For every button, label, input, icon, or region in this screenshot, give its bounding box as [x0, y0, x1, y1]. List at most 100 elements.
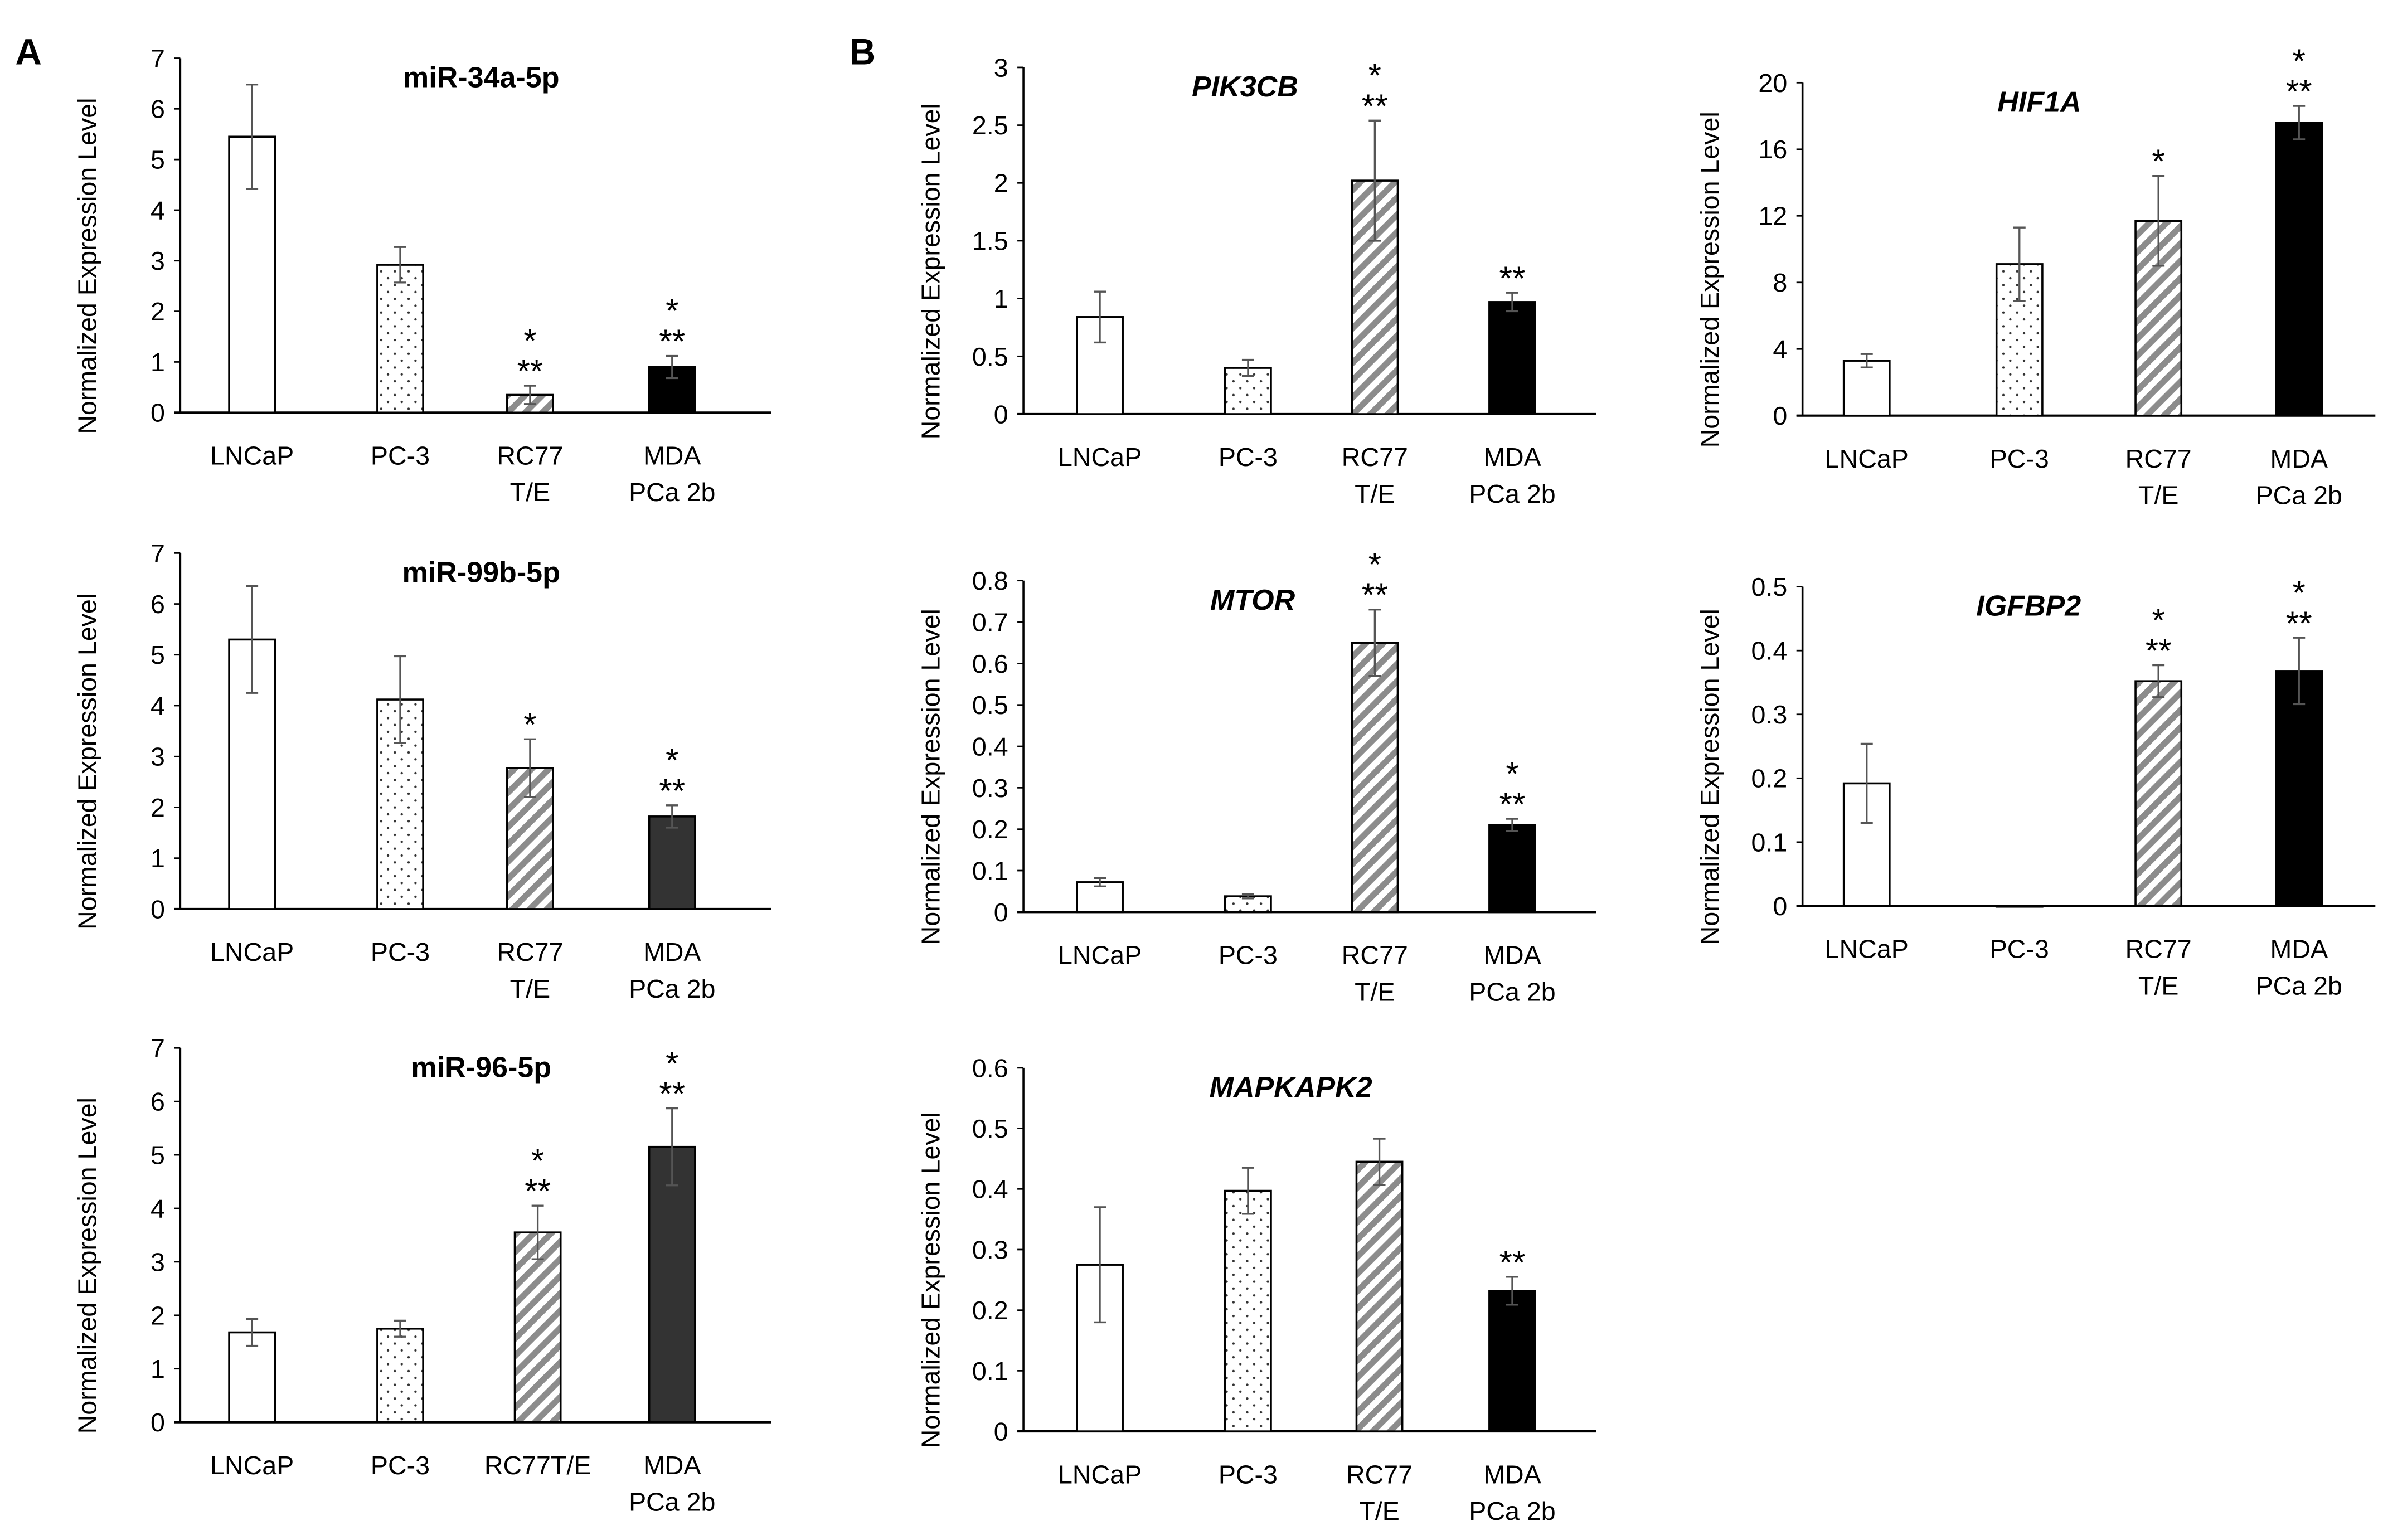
bar-pc-3 — [376, 1328, 424, 1424]
y-tick-label: 7 — [151, 1034, 165, 1063]
bar-mda-pca-2b — [648, 1145, 696, 1424]
significance-marker: * — [523, 706, 536, 744]
y-axis-label: Normalized Expression Level — [916, 1112, 945, 1448]
y-tick-label: 0.6 — [972, 1053, 1008, 1082]
y-tick-label: 4 — [1773, 335, 1787, 364]
chart-title: miR-96-5p — [411, 1051, 551, 1084]
bar-mda-pca-2b — [1488, 1290, 1536, 1432]
y-tick-label: 5 — [151, 640, 165, 669]
x-category-label: RC77 — [497, 937, 563, 966]
x-category-label: T/E — [1359, 1497, 1399, 1526]
x-category-label: RC77 — [497, 441, 563, 470]
bar-rc77-t-e — [1351, 642, 1399, 914]
x-category-label: PC-3 — [1990, 935, 2049, 964]
bar-rc77-t-e — [2134, 680, 2183, 907]
significance-marker: ** — [525, 1172, 551, 1210]
y-tick-label: 7 — [151, 44, 165, 73]
bar-rc77t-e — [513, 1231, 562, 1424]
y-axis-label: Normalized Expression Level — [73, 98, 102, 434]
bar-chart-pik3cb: PIK3CB Normalized Expression Level 0 0.5 1 1.… — [916, 53, 1596, 508]
y-tick-label: 20 — [1758, 69, 1787, 98]
bar-mda-pca-2b — [1488, 824, 1536, 914]
x-category-label: LNCaP — [1058, 941, 1142, 970]
y-tick-label: 0.3 — [1751, 700, 1788, 729]
panel-label-a: A — [15, 31, 41, 72]
x-category-label: PC-3 — [1219, 941, 1278, 970]
x-category-label: MDA — [643, 441, 701, 470]
significance-marker: * — [2152, 142, 2164, 180]
y-tick-label: 8 — [1773, 268, 1787, 297]
y-tick-label: 4 — [151, 196, 165, 225]
x-category-label: MDA — [1483, 1460, 1541, 1489]
y-tick-label: 2 — [151, 793, 165, 822]
x-category-label: MDA — [2270, 444, 2328, 473]
significance-marker: * — [1368, 545, 1381, 583]
y-tick-label: 2 — [994, 169, 1008, 198]
bar-mda-pca-2b — [1488, 301, 1536, 415]
bar-chart-mtor: MTOR Normalized Expression Level 0 0.1 0.2 0.… — [916, 545, 1596, 1006]
x-category-label: T/E — [2138, 481, 2178, 510]
y-tick-label: 0 — [151, 895, 165, 924]
significance-marker: * — [531, 1141, 544, 1179]
significance-marker: * — [1368, 56, 1381, 94]
bar-chart-mapkapk2: MAPKAPK2 Normalized Expression Level 0 0.1 0… — [916, 1053, 1596, 1526]
bar-rc77-t-e — [1355, 1160, 1404, 1432]
bar-mda-pca-2b — [2275, 670, 2323, 907]
chart-title: PIK3CB — [1192, 71, 1298, 103]
x-category-label: PC-3 — [371, 441, 430, 470]
y-tick-label: 5 — [151, 1141, 165, 1170]
y-tick-label: 0 — [994, 400, 1008, 429]
y-tick-label: 3 — [151, 246, 165, 275]
bar-pc-3 — [376, 264, 424, 414]
chart-title: HIF1A — [1997, 86, 2081, 118]
x-category-label: RC77 — [1346, 1460, 1413, 1489]
y-tick-label: 6 — [151, 95, 165, 124]
x-category-label: PCa 2b — [2256, 481, 2342, 510]
significance-marker: * — [2152, 601, 2164, 639]
y-tick-label: 5 — [151, 145, 165, 174]
bar-mda-pca-2b — [2275, 122, 2323, 417]
y-tick-label: 3 — [151, 742, 165, 771]
y-axis-label: Normalized Expression Level — [1695, 111, 1724, 448]
significance-marker: * — [666, 292, 678, 329]
y-tick-label: 0.2 — [972, 815, 1008, 844]
y-tick-label: 0.4 — [972, 1175, 1008, 1204]
x-category-label: LNCaP — [1825, 935, 1909, 964]
x-category-label: RC77 — [2125, 444, 2192, 473]
x-category-label: LNCaP — [1825, 444, 1909, 473]
x-category-label: PCa 2b — [1469, 479, 1555, 508]
x-category-label: LNCaP — [1058, 1460, 1142, 1489]
significance-marker: * — [2293, 42, 2306, 80]
x-category-label: PCa 2b — [1469, 1497, 1555, 1526]
x-category-label: MDA — [2270, 935, 2328, 964]
y-tick-label: 4 — [151, 1194, 165, 1223]
y-tick-label: 12 — [1758, 202, 1787, 231]
x-category-label: PCa 2b — [2256, 971, 2342, 1000]
x-category-label: T/E — [1355, 977, 1395, 1006]
y-tick-label: 0.1 — [972, 856, 1008, 885]
x-category-label: MDA — [1483, 941, 1541, 970]
x-category-label: PC-3 — [1219, 443, 1278, 472]
y-tick-label: 0.6 — [972, 649, 1008, 678]
y-axis-label: Normalized Expression Level — [916, 609, 945, 945]
y-tick-label: 3 — [151, 1247, 165, 1276]
y-tick-label: 0.1 — [1751, 828, 1788, 857]
y-tick-label: 0 — [1773, 401, 1787, 430]
x-category-label: LNCaP — [210, 441, 294, 470]
significance-marker: ** — [659, 1075, 685, 1113]
significance-marker: * — [2293, 574, 2306, 611]
y-axis-label: Normalized Expression Level — [916, 103, 945, 439]
y-tick-label: 1 — [994, 284, 1008, 313]
x-category-label: LNCaP — [210, 1451, 294, 1480]
y-tick-label: 0.1 — [972, 1357, 1008, 1386]
x-category-label: LNCaP — [1058, 443, 1142, 472]
y-tick-label: 0.4 — [972, 732, 1008, 761]
y-tick-label: 0.5 — [972, 691, 1008, 720]
x-category-label: MDA — [643, 937, 701, 966]
x-category-label: RC77 — [1342, 443, 1408, 472]
bar-chart-mir-96-5p: miR-96-5p Normalized Expression Level 0 1 2 3… — [73, 1034, 771, 1517]
bar-pc-3 — [1224, 1189, 1272, 1432]
bar-lncap — [228, 1331, 276, 1424]
x-category-label: T/E — [1355, 479, 1395, 508]
y-tick-label: 1.5 — [972, 226, 1008, 255]
